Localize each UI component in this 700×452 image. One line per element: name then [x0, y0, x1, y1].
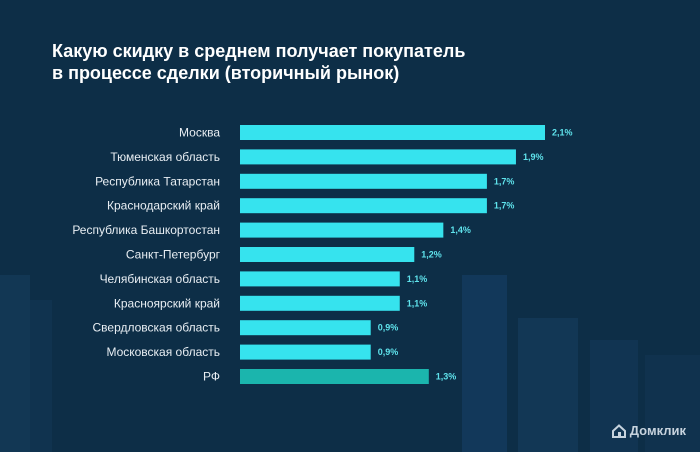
bar [240, 369, 429, 384]
value-label: 0,9% [378, 347, 399, 357]
title-line-2: в процессе сделки (вторичный рынок) [52, 63, 400, 83]
value-label: 1,7% [494, 201, 515, 211]
bar [240, 344, 371, 360]
category-label: Московская область [106, 345, 220, 359]
bar [240, 198, 487, 214]
value-label: 2,1% [552, 128, 573, 138]
category-label: Челябинская область [100, 272, 220, 286]
value-label: 1,3% [436, 372, 457, 382]
bar [240, 295, 400, 311]
category-label: Москва [179, 126, 220, 140]
category-label: Краснодарский край [107, 199, 220, 213]
value-label: 0,9% [378, 323, 399, 333]
bar [240, 173, 487, 189]
bar [240, 125, 545, 140]
house-icon [611, 423, 626, 438]
category-label: РФ [203, 370, 220, 384]
category-label: Свердловская область [93, 321, 220, 335]
title-line-1: Какую скидку в среднем получает покупате… [52, 41, 466, 61]
bar [240, 222, 444, 238]
bar [240, 320, 371, 336]
value-label: 1,1% [407, 274, 428, 284]
logo-text: Домклик [629, 423, 686, 438]
chart-title: Какую скидку в среднем получает покупате… [52, 40, 612, 84]
bar [240, 149, 516, 165]
value-label: 1,9% [523, 152, 544, 162]
bar [240, 271, 400, 287]
value-label: 1,7% [494, 176, 515, 186]
bar [240, 247, 415, 262]
value-label: 1,2% [421, 250, 442, 260]
category-label: Санкт-Петербург [126, 248, 221, 262]
domclick-logo: Домклик [611, 423, 686, 438]
value-label: 1,1% [407, 298, 428, 308]
category-label: Красноярский край [114, 296, 220, 310]
category-label: Республика Башкортостан [72, 223, 220, 237]
category-label: Тюменская область [110, 150, 220, 164]
category-label: Республика Татарстан [95, 174, 220, 188]
value-label: 1,4% [450, 225, 471, 235]
